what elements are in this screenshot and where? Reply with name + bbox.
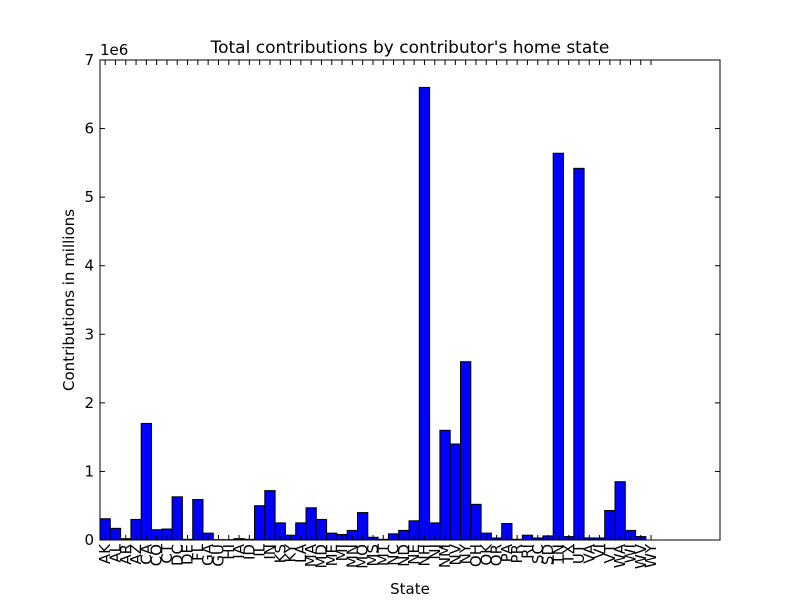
x-tick-label: NC: [385, 544, 403, 566]
x-tick-label: NJ: [426, 544, 444, 560]
bar-NM: [439, 429, 451, 541]
y-offset-label: 1e6: [100, 41, 128, 59]
x-tick-label: NY: [457, 543, 475, 564]
bar-OH: [470, 503, 482, 541]
x-tick-label: ND: [395, 544, 413, 567]
x-tick-label: NM: [436, 544, 454, 568]
x-tick-label: IL: [251, 543, 269, 556]
x-tick-label: KS: [271, 544, 289, 563]
x-tick-label: FL: [189, 543, 207, 561]
x-tick-label: UT: [570, 543, 588, 564]
y-axis-label: Contributions in millions: [60, 209, 78, 391]
x-tick-label: RI: [518, 544, 536, 559]
x-tick-label: IN: [261, 544, 279, 560]
x-tick-label: PR: [508, 544, 526, 563]
x-tick-label: CT: [158, 543, 176, 563]
x-tick-label: OH: [467, 544, 485, 567]
bar-NV: [449, 443, 462, 541]
x-tick-label: WA: [611, 543, 629, 568]
y-tick-label: 2: [84, 394, 94, 412]
x-tick-label: OK: [477, 543, 495, 566]
x-tick-label: VT: [601, 543, 619, 563]
x-tick-label: MN: [343, 544, 361, 568]
x-tick-label: WV: [632, 543, 650, 569]
x-tick-label: MD: [312, 544, 330, 569]
bar-IN: [264, 490, 276, 541]
x-tick-label: WI: [621, 544, 639, 563]
x-tick-label: GU: [209, 544, 227, 567]
x-tick-label: AZ: [127, 544, 145, 565]
y-tick-label: 5: [84, 188, 94, 206]
x-tick-label: HI: [220, 544, 238, 560]
x-tick-label: GA: [199, 543, 217, 566]
x-tick-label: LA: [292, 543, 310, 563]
x-tick-label: MT: [374, 543, 392, 566]
bar-UT: [573, 167, 585, 541]
plot-frame: [99, 59, 721, 541]
x-tick-label: NV: [446, 543, 464, 565]
bar-IL: [254, 505, 266, 541]
x-tick-label: CA: [137, 543, 155, 564]
x-axis-label: State: [390, 580, 430, 598]
x-tick-label: MS: [364, 544, 382, 566]
y-tick-label: 1: [84, 462, 94, 480]
x-tick-label: KY: [282, 543, 300, 562]
x-tick-label: VA: [580, 543, 598, 563]
x-tick-label: IA: [230, 543, 248, 558]
x-tick-label: PA: [498, 543, 516, 562]
x-tick-label: ME: [323, 544, 341, 566]
bars-layer: [99, 86, 647, 541]
x-tick-label: VI: [591, 544, 609, 559]
x-tick-label: NE: [405, 544, 423, 565]
bar-NY: [460, 361, 472, 541]
x-tick-label: SC: [529, 544, 547, 564]
x-tick-label: ID: [240, 544, 258, 560]
y-tick-label: 7: [84, 51, 94, 69]
x-tick-label: AL: [106, 543, 124, 562]
x-tick-label: TX: [560, 544, 578, 564]
bar-FL: [192, 499, 204, 541]
x-tick-label: NH: [415, 544, 433, 567]
x-tick-label: SD: [539, 544, 557, 565]
bar-NH: [418, 86, 431, 541]
bar-DC: [171, 496, 183, 541]
x-tick-label: MO: [354, 544, 372, 569]
x-tick-label: DC: [168, 544, 186, 566]
y-axis: 0 1 2 3 4 5 6 7: [84, 51, 720, 549]
bar-CA: [140, 422, 152, 541]
x-tick-label: OR: [488, 544, 506, 566]
y-tick-label: 3: [84, 325, 94, 343]
y-tick-label: 6: [84, 120, 94, 138]
x-tick-label: WY: [642, 543, 660, 568]
bar-WA: [614, 481, 626, 541]
x-tick-label: MI: [333, 544, 351, 561]
x-tick-label: DE: [179, 544, 197, 565]
y-tick-label: 4: [84, 257, 94, 275]
y-tick-label: 0: [84, 531, 94, 549]
x-axis: AKALARAZCACOCTDCDEFLGAGUHIIAIDILINKSKYLA…: [96, 60, 660, 569]
chart-title: Total contributions by contributor's hom…: [210, 38, 610, 58]
x-tick-label: AK: [96, 543, 114, 564]
bar-TN: [552, 152, 565, 541]
x-tick-label: MA: [302, 543, 320, 567]
x-tick-label: TN: [549, 544, 567, 565]
x-tick-label: AR: [117, 544, 135, 565]
x-tick-label: CO: [148, 544, 166, 566]
